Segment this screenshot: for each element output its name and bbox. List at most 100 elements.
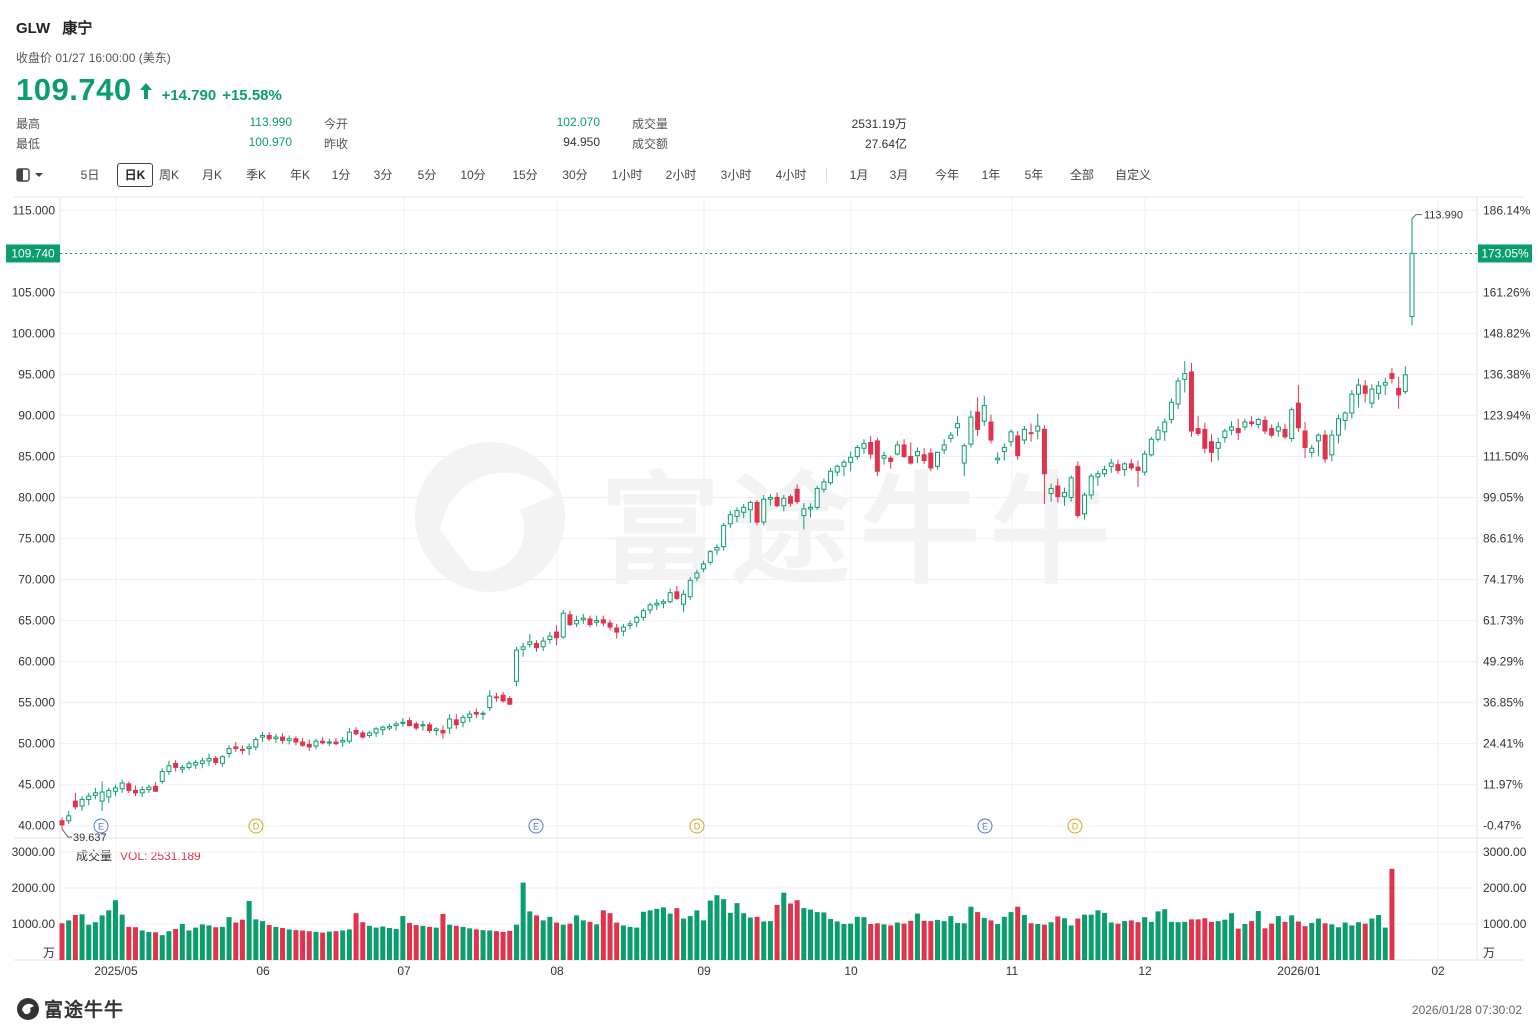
candle-body — [874, 440, 880, 472]
candle-body — [413, 723, 419, 729]
candle-body — [1262, 419, 1268, 432]
volume-bar — [293, 930, 299, 960]
futu-logo-icon — [17, 997, 39, 1020]
event-marker-earnings-icon[interactable] — [93, 818, 109, 834]
volume-bar — [253, 919, 259, 960]
tab-1分[interactable]: 1分 — [331, 168, 351, 182]
event-marker-earnings-icon[interactable] — [528, 818, 544, 834]
candle-body — [754, 501, 760, 523]
tab-1小时[interactable]: 1小时 — [611, 168, 643, 182]
tab-全部[interactable]: 全部 — [1069, 168, 1094, 182]
layout-toggle-icon[interactable] — [16, 168, 46, 182]
volume-bar — [393, 929, 399, 960]
volume-bar — [781, 892, 787, 960]
candle-body — [828, 470, 834, 484]
candle-body — [868, 442, 874, 455]
candle-body — [1356, 384, 1362, 395]
pct-tick-label: 24.41% — [1483, 737, 1524, 751]
candle-body — [640, 610, 646, 618]
tab-周K[interactable]: 周K — [158, 168, 179, 182]
candle-body — [273, 736, 279, 740]
candle-body — [674, 591, 680, 599]
event-marker-dividend-icon[interactable] — [1067, 818, 1083, 834]
volume-bar — [366, 925, 372, 960]
tab-季K[interactable]: 季K — [245, 168, 266, 182]
volume-bar — [1122, 921, 1128, 960]
volume-bar — [320, 932, 326, 960]
x-axis-label: 06 — [256, 964, 270, 978]
volume-bar — [99, 915, 105, 960]
candle-body — [1302, 430, 1308, 448]
candle-body — [1229, 426, 1235, 431]
event-marker-letter: E — [98, 822, 104, 832]
volume-bar — [447, 924, 453, 960]
event-marker-letter: D — [1072, 822, 1079, 832]
tab-5年[interactable]: 5年 — [1024, 168, 1044, 182]
volume-bar — [493, 931, 499, 960]
volume-bar — [1235, 928, 1241, 960]
volume-bar — [333, 931, 339, 960]
tab-3小时[interactable]: 3小时 — [720, 168, 752, 182]
x-axis-label: 08 — [550, 964, 564, 978]
volume-bar — [1376, 915, 1382, 960]
tab-15分[interactable]: 15分 — [512, 168, 538, 182]
tab-5分[interactable]: 5分 — [417, 168, 437, 182]
tab-日K[interactable]: 日K — [117, 163, 153, 187]
candle-body — [166, 765, 172, 773]
volume-bar — [1289, 915, 1295, 960]
volume-bar — [787, 903, 793, 960]
volume-bar — [654, 908, 660, 960]
volume-bar — [1082, 914, 1088, 960]
candle-body — [1188, 371, 1194, 432]
tab-3月[interactable]: 3月 — [889, 168, 909, 182]
volume-bar — [540, 920, 546, 960]
tab-4小时[interactable]: 4小时 — [775, 168, 807, 182]
volume-bar — [995, 924, 1001, 960]
candle-body — [554, 631, 560, 639]
candle-body — [1162, 421, 1168, 433]
volume-bar — [767, 921, 773, 960]
volume-bar — [246, 900, 252, 960]
watermark-text: 富途牛牛 — [600, 464, 1120, 598]
candle-body — [801, 508, 807, 517]
volume-bar — [681, 918, 687, 960]
candle-body — [1389, 373, 1395, 380]
volume-bar — [239, 919, 245, 960]
event-marker-earnings-icon[interactable] — [977, 818, 993, 834]
x-axis-label: 2025/05 — [94, 964, 138, 978]
candle-body — [995, 457, 1001, 461]
candle-body — [507, 698, 513, 705]
volume-bar — [1255, 911, 1261, 960]
candle-body — [841, 461, 847, 467]
candle-body — [1362, 385, 1368, 394]
volume-bar — [1068, 925, 1074, 960]
candle-body — [934, 451, 940, 467]
volume-bar — [1041, 924, 1047, 960]
tab-3分[interactable]: 3分 — [373, 168, 393, 182]
tab-今年[interactable]: 今年 — [934, 168, 959, 182]
event-marker-letter: E — [533, 822, 539, 832]
tab-年K[interactable]: 年K — [289, 168, 310, 182]
volume-bar — [193, 927, 199, 960]
tab-2小时[interactable]: 2小时 — [665, 168, 697, 182]
tab-月K[interactable]: 月K — [201, 168, 222, 182]
volume-bar — [440, 913, 446, 960]
candle-body — [1128, 463, 1134, 469]
price-tick-label: 40.000 — [18, 819, 55, 833]
volume-bar — [1222, 919, 1228, 960]
event-marker-dividend-icon[interactable] — [248, 818, 264, 834]
candle-body — [774, 496, 780, 507]
tab-1年[interactable]: 1年 — [981, 168, 1001, 182]
event-marker-dividend-icon[interactable] — [689, 818, 705, 834]
stock-symbol: GLW — [16, 20, 51, 37]
candle-body — [587, 618, 593, 626]
tab-30分[interactable]: 30分 — [562, 168, 588, 182]
candle-body — [1309, 447, 1315, 453]
volume-bar — [961, 923, 967, 960]
volume-bar — [547, 916, 553, 960]
tab-5日[interactable]: 5日 — [80, 168, 100, 182]
tab-1月[interactable]: 1月 — [849, 168, 869, 182]
tab-10分[interactable]: 10分 — [460, 168, 486, 182]
tab-自定义[interactable]: 自定义 — [1114, 168, 1151, 182]
